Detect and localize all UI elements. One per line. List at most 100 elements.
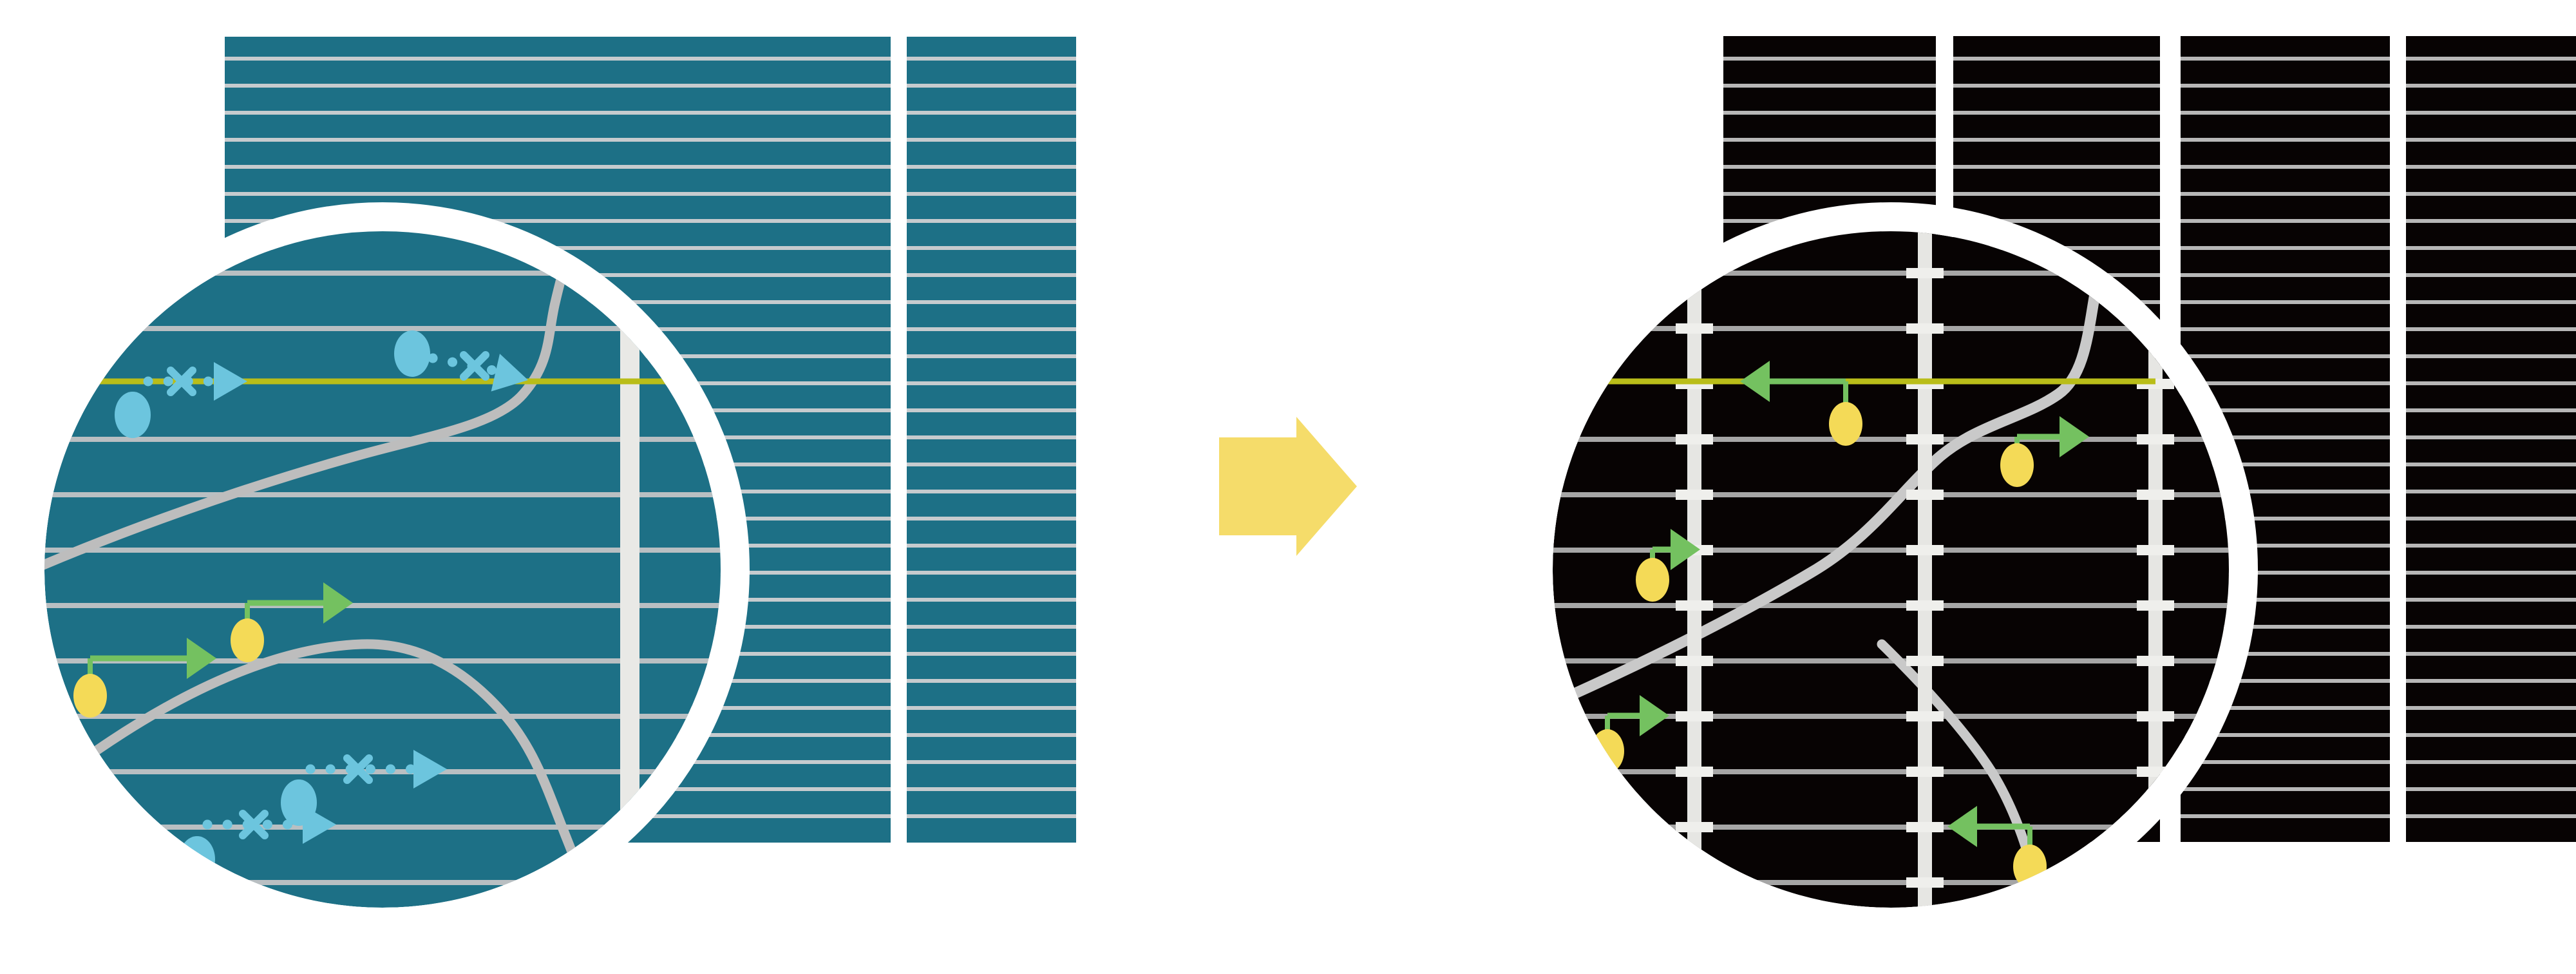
finger-line xyxy=(907,84,1076,88)
busbar-solder-pad xyxy=(2137,545,2174,555)
finger-line xyxy=(2406,57,2576,61)
finger-line xyxy=(907,814,1076,818)
finger-line xyxy=(1723,84,1936,88)
magnified-finger-line xyxy=(1553,492,2229,497)
finger-line xyxy=(2406,706,2576,710)
finger-line xyxy=(225,165,891,169)
finger-line xyxy=(2406,598,2576,602)
busbar-solder-pad xyxy=(1906,323,1944,334)
finger-line xyxy=(1723,192,1936,196)
finger-line xyxy=(1953,138,2160,142)
busbar-solder-pad xyxy=(1676,323,1713,334)
finger-line xyxy=(1723,138,1936,142)
transition-arrow-icon xyxy=(1219,417,1357,556)
grain-boundary-curve xyxy=(44,262,569,572)
highlighted-finger-yellow xyxy=(1571,378,2155,385)
finger-line xyxy=(2181,273,2390,277)
left-magnifier-disc xyxy=(44,231,721,908)
magnified-finger-line xyxy=(44,880,721,885)
finger-line xyxy=(907,354,1076,358)
electron-dot xyxy=(231,618,264,662)
magnified-finger-line xyxy=(1553,603,2229,608)
magnified-finger-line xyxy=(1553,714,2229,719)
magnified-finger-line xyxy=(44,825,721,830)
magnified-finger-line xyxy=(1553,825,2229,830)
finger-line xyxy=(907,760,1076,764)
finger-line xyxy=(225,57,891,61)
busbar-solder-pad xyxy=(2137,711,2174,721)
finger-line xyxy=(2181,192,2390,196)
finger-line xyxy=(907,192,1076,196)
finger-line xyxy=(907,706,1076,710)
finger-line xyxy=(2181,814,2390,818)
grain-boundary-curve xyxy=(91,639,596,904)
busbar-solder-pad xyxy=(1906,600,1944,611)
finger-line xyxy=(907,598,1076,602)
magnified-finger-line xyxy=(1553,880,2229,885)
magnified-finger-line xyxy=(1553,769,2229,774)
busbar-solder-pad xyxy=(1676,822,1713,832)
finger-line xyxy=(2406,733,2576,737)
electron-collection-arrow xyxy=(231,582,353,662)
electron-collection-arrow xyxy=(1636,529,1700,602)
magnified-finger-line xyxy=(44,658,721,664)
magnified-finger-line xyxy=(1553,548,2229,553)
finger-line xyxy=(2406,787,2576,791)
finger-line xyxy=(2406,814,2576,818)
busbar-solder-pad xyxy=(2137,877,2174,888)
magnified-finger-line xyxy=(1553,437,2229,442)
finger-line xyxy=(2181,435,2390,439)
finger-line xyxy=(2406,463,2576,466)
finger-line xyxy=(907,138,1076,142)
finger-line xyxy=(2181,787,2390,791)
finger-line xyxy=(1953,57,2160,61)
finger-line xyxy=(2406,652,2576,656)
finger-line xyxy=(907,408,1076,412)
busbar-solder-pad xyxy=(1906,545,1944,555)
finger-line xyxy=(2181,463,2390,466)
busbar-solder-pad xyxy=(2137,434,2174,444)
right-magnifier xyxy=(1553,231,2229,908)
finger-line xyxy=(907,381,1076,385)
recombination-cross xyxy=(343,754,373,784)
finger-line xyxy=(2181,354,2390,358)
recombination-loss-arrow xyxy=(115,362,247,438)
busbar-solder-pad xyxy=(1906,490,1944,500)
finger-line xyxy=(1953,165,2160,169)
finger-line xyxy=(2181,327,2390,331)
finger-line xyxy=(2406,544,2576,548)
busbar-solder-pad xyxy=(1676,490,1713,500)
finger-line xyxy=(1723,111,1936,115)
busbar-solder-pad xyxy=(2137,490,2174,500)
green-arrowhead-icon xyxy=(1640,695,1669,736)
finger-line xyxy=(2406,111,2576,115)
green-arrowhead-icon xyxy=(1947,806,1977,847)
magnified-finger-line xyxy=(44,603,721,608)
recombination-cross xyxy=(239,810,269,839)
busbar-solder-pad xyxy=(1906,767,1944,777)
finger-line xyxy=(2181,111,2390,115)
magnified-finger-line xyxy=(44,326,721,331)
finger-line xyxy=(2406,138,2576,142)
finger-line xyxy=(1723,57,1936,61)
busbar-solder-pad xyxy=(2137,600,2174,611)
green-arrowhead-icon xyxy=(2060,416,2089,457)
grain-boundary-curve xyxy=(1567,261,2108,700)
busbar-solder-pad xyxy=(1906,877,1944,888)
magnified-finger-line xyxy=(1553,658,2229,664)
finger-line xyxy=(1953,219,2160,223)
green-arrowhead-icon xyxy=(1671,529,1700,570)
finger-line xyxy=(2406,571,2576,575)
finger-line xyxy=(2406,625,2576,629)
finger-line xyxy=(2181,84,2390,88)
busbar-solder-pad xyxy=(1906,656,1944,666)
finger-line xyxy=(2406,300,2576,304)
finger-line xyxy=(2181,300,2390,304)
finger-line xyxy=(225,111,891,115)
busbar-solder-pad xyxy=(1676,656,1713,666)
blue-arrowhead-icon xyxy=(413,750,447,788)
busbar-solder-pad xyxy=(1676,434,1713,444)
finger-line xyxy=(1953,111,2160,115)
electron-collection-arrow xyxy=(73,638,216,718)
